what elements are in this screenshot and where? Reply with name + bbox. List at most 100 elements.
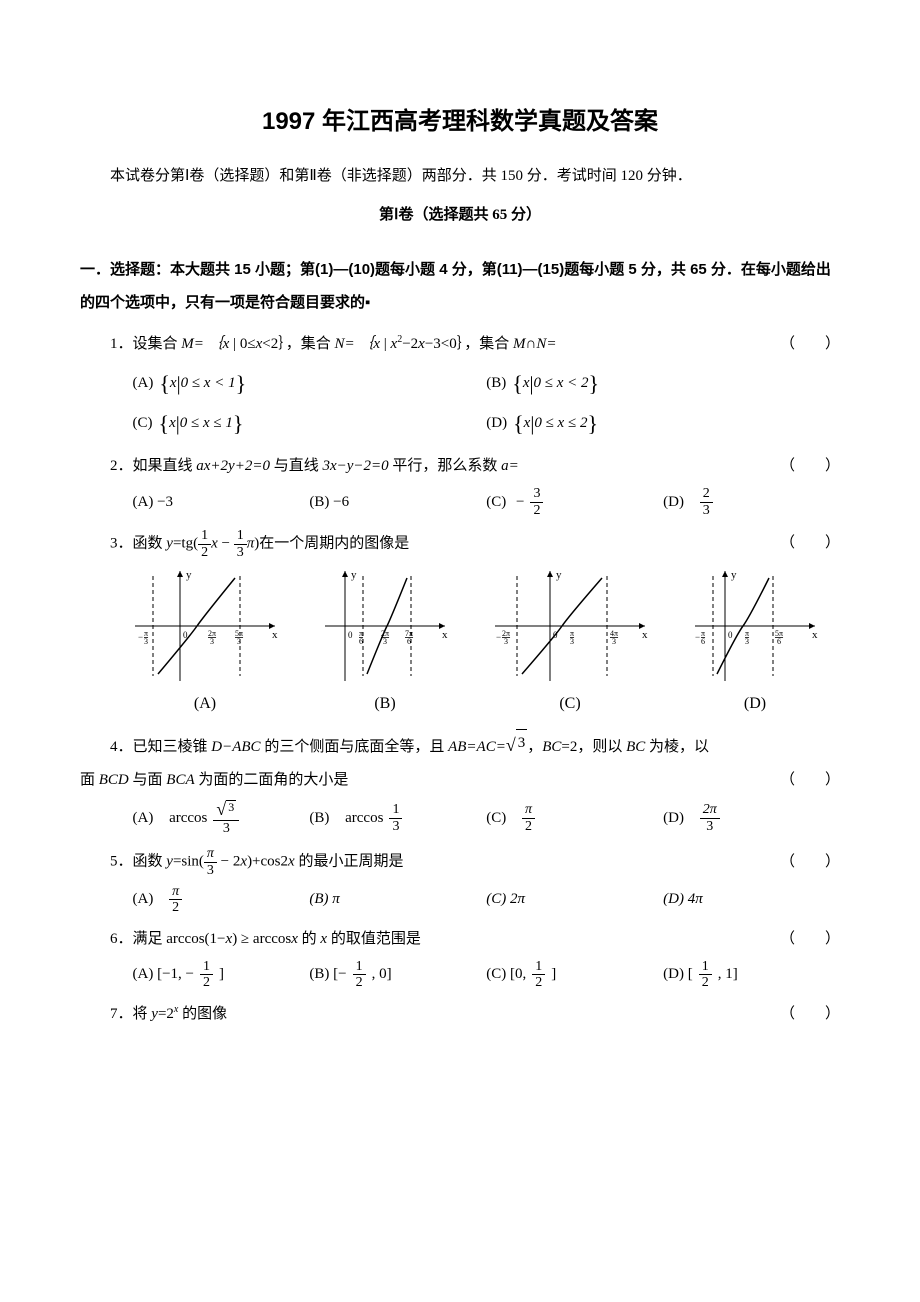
q7-paren: （ ） <box>760 1001 840 1028</box>
svg-text:3: 3 <box>612 637 616 646</box>
section-1-title: 第Ⅰ卷（选择题共 65 分） <box>80 202 840 229</box>
q4-bca: BCA <box>166 772 194 788</box>
q6-a-num: 1 <box>200 959 213 975</box>
q6-d-num: 1 <box>699 959 712 975</box>
q1-c-label: (C) <box>133 410 153 437</box>
svg-text:3: 3 <box>237 637 241 646</box>
svg-text:x: x <box>812 629 818 641</box>
q1-prefix: 1．设集合 <box>110 336 181 352</box>
q1-b-val: 0 ≤ x < 2 <box>534 370 589 397</box>
intro-text: 本试卷分第Ⅰ卷（选择题）和第Ⅱ卷（非选择题）两部分．共 150 分．考试时间 1… <box>80 163 840 190</box>
graph-c: x y − 2π 3 0 π 3 4π 3 (C) <box>490 566 650 719</box>
question-1: 1．设集合 M= ｛x | 0≤x<2｝，集合 N= ｛x | x2−2x−3<… <box>80 331 840 358</box>
svg-text:x: x <box>442 629 448 641</box>
q7-y: y <box>151 1006 158 1022</box>
graph-d: x y − π 6 0 π 3 5π 6 (D) <box>690 566 820 719</box>
q2-a: a= <box>501 458 519 474</box>
q5-mid: − 2 <box>217 854 240 870</box>
q4-d-label: (D) <box>663 805 684 832</box>
q5-paren: （ ） <box>760 849 840 876</box>
svg-text:x: x <box>272 629 278 641</box>
svg-text:3: 3 <box>383 637 387 646</box>
q5-opt-d: (D) 4π <box>663 884 840 916</box>
q4-d-den: 3 <box>703 819 716 834</box>
q3-suffix: )在一个周期内的图像是 <box>254 535 409 551</box>
q2-d-num: 2 <box>700 486 713 502</box>
q3-y: y <box>166 535 173 551</box>
q1-opt-a: (A){x|0 ≤ x < 1} <box>133 364 487 404</box>
q4-b-label: (B) <box>309 805 329 832</box>
q5-options: (A) π2 (B) π (C) 2π (D) 4π <box>80 884 840 916</box>
q5-a-den: 2 <box>169 900 182 915</box>
q4-l2b: 与面 <box>129 772 167 788</box>
q4-bc: BC <box>542 739 561 755</box>
question-6: 6．满足 arccos(1−x) ≥ arccosx 的 x 的取值范围是 （ … <box>80 926 840 953</box>
question-5: 5．函数 y=sin(π3 − 2x)+cos2x 的最小正周期是 （ ） <box>80 846 840 878</box>
svg-text:y: y <box>731 569 737 581</box>
q3-paren: （ ） <box>760 530 840 557</box>
q6-options: (A) [−1, −12] (B) [−12, 0] (C) [0, 12] (… <box>80 959 840 991</box>
q4-l2c: 为面的二面角的大小是 <box>195 772 349 788</box>
q5-opt-c: (C) 2π <box>486 884 663 916</box>
graph-a-label: (A) <box>130 690 280 719</box>
q1-m: M= ｛ <box>181 336 222 352</box>
q4-a-arc: arccos <box>169 805 207 832</box>
q4-opt-a: (A) arccos√33 <box>133 800 310 836</box>
question-7: 7．将 y=2x 的图像 （ ） <box>80 1001 840 1028</box>
svg-text:6: 6 <box>407 637 411 646</box>
q1-opt-b: (B){x|0 ≤ x < 2} <box>486 364 840 404</box>
q2-mid: 与直线 <box>270 458 323 474</box>
q4-m3: =2，则以 <box>561 739 626 755</box>
q6-a-pre: (A) [−1, − <box>133 961 195 988</box>
q2-text: 2．如果直线 ax+2y+2=0 与直线 3x−y−2=0 平行，那么系数 a= <box>110 453 760 480</box>
q4-d-num: 2π <box>700 802 720 818</box>
q4-dabc: D−ABC <box>211 739 260 755</box>
q6-a-suf: ] <box>219 961 224 988</box>
q4-a-den: 3 <box>220 821 233 836</box>
q6-opt-a: (A) [−1, −12] <box>133 959 310 991</box>
q2-c-den: 2 <box>530 503 543 518</box>
graph-a-svg: x y − π 3 0 2π 3 5π 3 <box>130 566 280 686</box>
q5-d-label: (D) 4π <box>663 886 703 913</box>
svg-text:6: 6 <box>777 637 781 646</box>
q1-opt-c: (C){x|0 ≤ x ≤ 1} <box>133 404 487 444</box>
q1-setn: | <box>380 336 391 352</box>
q4-options: (A) arccos√33 (B) arccos13 (C) π2 (D) 2π… <box>80 800 840 836</box>
q4-bc2: BC <box>626 739 645 755</box>
q1-setm: | 0≤ <box>229 336 255 352</box>
q1-c-val: 0 ≤ x ≤ 1 <box>180 410 233 437</box>
q4-a-label: (A) <box>133 805 154 832</box>
q4-b-den: 3 <box>389 819 402 834</box>
q2-eq2: 3x−y−2=0 <box>322 458 388 474</box>
q6-opt-b: (B) [−12, 0] <box>309 959 486 991</box>
q1-mn: M∩N= <box>513 336 556 352</box>
question-2: 2．如果直线 ax+2y+2=0 与直线 3x−y−2=0 平行，那么系数 a=… <box>80 453 840 480</box>
svg-text:6: 6 <box>359 637 363 646</box>
dot-icon: ▪ <box>365 294 370 311</box>
q3-minus: − <box>218 535 234 551</box>
graph-d-svg: x y − π 6 0 π 3 5π 6 <box>690 566 820 686</box>
q3-d2: 3 <box>234 545 247 560</box>
graph-d-label: (D) <box>690 690 820 719</box>
q1-opt-d: (D){x|0 ≤ x ≤ 2} <box>486 404 840 444</box>
graph-b: x y 0 π 6 2π 3 7π 6 (B) <box>320 566 450 719</box>
q4-line2: 面 BCD 与面 BCA 为面的二面角的大小是 （ ） <box>80 767 840 794</box>
graph-c-label: (C) <box>490 690 650 719</box>
q2-options: (A) −3 (B) −6 (C) −32 (D) 23 <box>80 486 840 518</box>
svg-text:6: 6 <box>701 637 705 646</box>
q6-b-pre: (B) [− <box>309 961 346 988</box>
graph-b-svg: x y 0 π 6 2π 3 7π 6 <box>320 566 450 686</box>
q6-text: 6．满足 arccos(1−x) ≥ arccosx 的 x 的取值范围是 <box>110 926 760 953</box>
q1-paren: （ ） <box>760 331 840 358</box>
q6-paren: （ ） <box>760 926 840 953</box>
q5-prefix: 5．函数 <box>110 854 166 870</box>
q5-num: π <box>204 846 217 862</box>
svg-text:−: − <box>496 632 501 642</box>
svg-text:y: y <box>351 569 357 581</box>
q4-l2a: 面 <box>80 772 99 788</box>
q2-opt-a: (A) −3 <box>133 486 310 518</box>
graph-a: x y − π 3 0 2π 3 5π 3 (A) <box>130 566 280 719</box>
q7-suffix: 的图像 <box>178 1006 227 1022</box>
q2-eq1: ax+2y+2=0 <box>196 458 270 474</box>
part-heading: 一．选择题：本大题共 15 小题；第(1)—(10)题每小题 4 分，第(11)… <box>80 253 840 319</box>
